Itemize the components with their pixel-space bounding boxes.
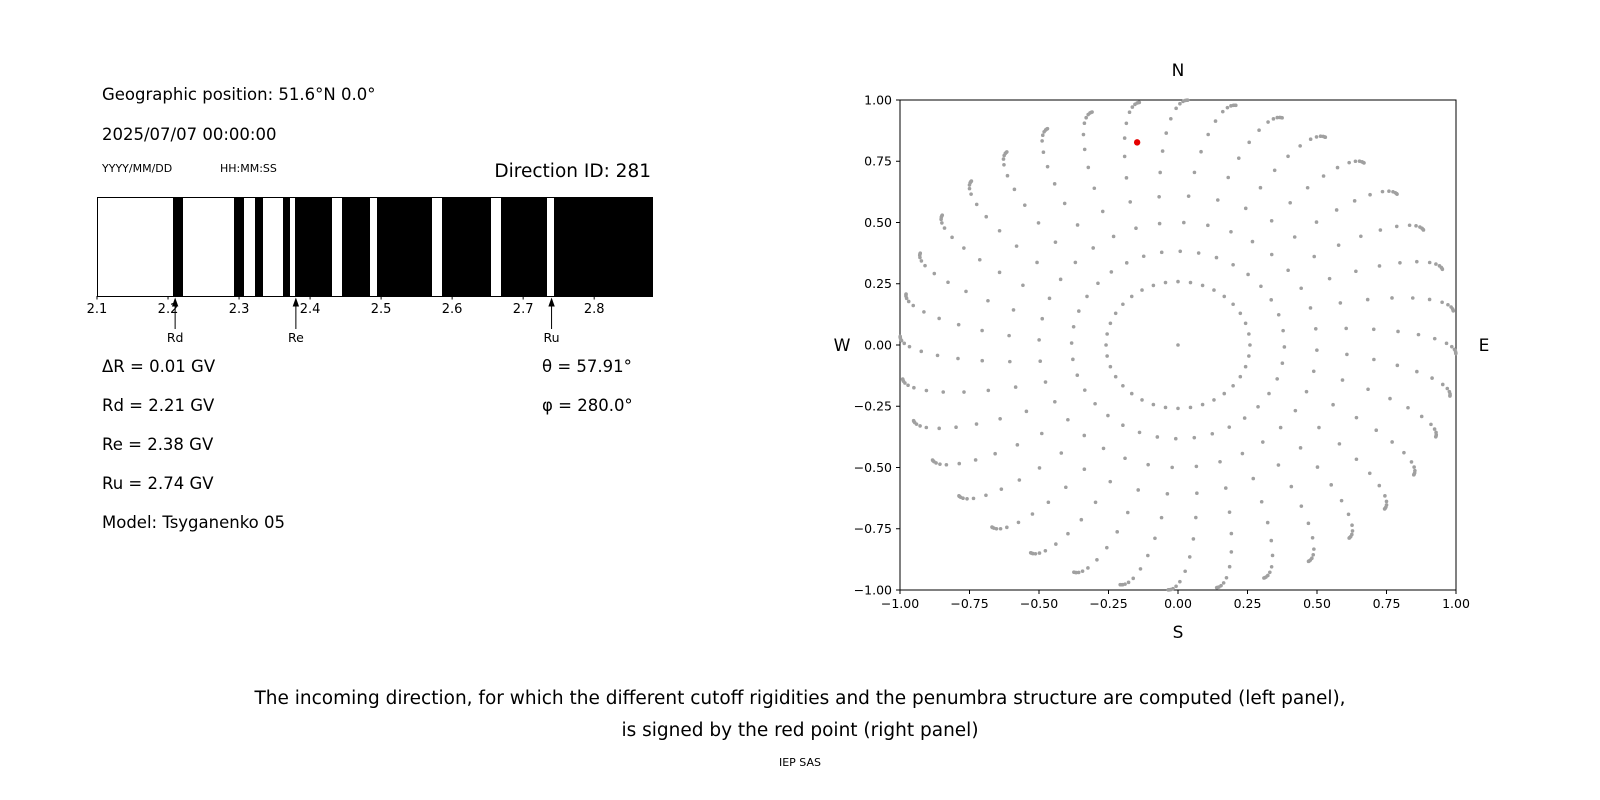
datetime-text: 2025/07/07 00:00:00 <box>102 125 277 144</box>
scatter-y-tick-label: −0.75 <box>854 521 892 536</box>
barcode-x-tick-label: 2.4 <box>299 302 321 317</box>
scatter-y-tick-label: 0.50 <box>864 215 892 230</box>
barcode-x-tick-label: 2.5 <box>370 302 392 317</box>
caption-line-1: The incoming direction, for which the di… <box>254 688 1346 709</box>
scatter-x-tick-label: 0.50 <box>1303 596 1331 611</box>
svg-text:Rd: Rd <box>167 330 184 345</box>
barcode-x-tick-label: 2.7 <box>512 302 534 317</box>
geo-position-text: Geographic position: 51.6°N 0.0° <box>102 85 376 104</box>
barcode-x-tick-label: 2.3 <box>228 302 250 317</box>
scatter-y-tick-label: 0.00 <box>864 337 892 352</box>
south-label: S <box>1172 623 1184 643</box>
scatter-x-tick-label: 0.25 <box>1234 596 1262 611</box>
penumbra-band <box>342 198 371 296</box>
caption-line-2: is signed by the red point (right panel) <box>621 720 979 741</box>
scatter-x-tick-label: 0.00 <box>1164 596 1192 611</box>
penumbra-barcode-plot <box>97 197 653 297</box>
barcode-x-axis: 2.1 2.2 2.3 2.4 2.5 2.6 2.7 2.8 <box>87 302 651 318</box>
scatter-x-tick-label: −0.25 <box>1089 596 1127 611</box>
date-format-label: YYYY/MM/DD <box>102 162 173 175</box>
phi-value: φ = 280.0° <box>542 396 633 415</box>
north-label: N <box>1171 61 1185 81</box>
credit-text: IEP SAS <box>778 756 822 769</box>
delta-r-value: ΔR = 0.01 GV <box>102 357 216 376</box>
penumbra-band <box>294 198 333 296</box>
time-format-label: HH:MM:SS <box>220 162 277 175</box>
penumbra-band <box>553 198 652 296</box>
barcode-x-tick-label: 2.2 <box>157 302 179 317</box>
scatter-x-tick-label: 1.00 <box>1442 596 1470 611</box>
penumbra-band <box>441 198 492 296</box>
scatter-y-tick-label: 0.75 <box>864 154 892 169</box>
scatter-x-tick-label: −0.75 <box>950 596 988 611</box>
east-label: E <box>1478 336 1490 356</box>
scatter-y-tick-label: 1.00 <box>864 92 892 107</box>
rd-value: Rd = 2.21 GV <box>102 396 215 415</box>
scatter-y-tick-label: −1.00 <box>854 582 892 597</box>
selected-direction-point <box>1133 139 1141 146</box>
direction-id-text: Direction ID: 281 <box>494 161 651 182</box>
scatter-y-tick-label: −0.50 <box>854 460 892 475</box>
penumbra-band <box>254 198 263 296</box>
model-text: Model: Tsyganenko 05 <box>102 513 286 532</box>
penumbra-band <box>233 198 245 296</box>
scatter-y-tick-label: −0.25 <box>854 399 892 414</box>
penumbra-band <box>501 198 547 296</box>
theta-value: θ = 57.91° <box>542 357 632 376</box>
asymptotic-directions-plot: −1.00 −0.75 −0.50 −0.25 0.00 0.25 0.50 0.75 1.00… <box>854 92 1470 611</box>
scatter-y-tick-label: 0.25 <box>864 276 892 291</box>
barcode-x-tick-label: 2.6 <box>441 302 463 317</box>
scatter-x-tick-label: −0.50 <box>1020 596 1058 611</box>
penumbra-band <box>377 198 432 296</box>
penumbra-band <box>282 198 290 296</box>
barcode-x-tick-label: 2.8 <box>583 302 605 317</box>
direction-grid-dots <box>898 98 1458 592</box>
penumbra-band <box>173 198 184 296</box>
svg-text:Ru: Ru <box>544 330 560 345</box>
scatter-x-tick-label: −1.00 <box>881 596 919 611</box>
barcode-x-tick-label: 2.1 <box>86 302 108 317</box>
ru-value: Ru = 2.74 GV <box>102 474 214 493</box>
scatter-x-tick-label: 0.75 <box>1373 596 1401 611</box>
svg-text:Re: Re <box>288 330 304 345</box>
re-value: Re = 2.38 GV <box>102 435 214 454</box>
west-label: W <box>833 336 851 356</box>
